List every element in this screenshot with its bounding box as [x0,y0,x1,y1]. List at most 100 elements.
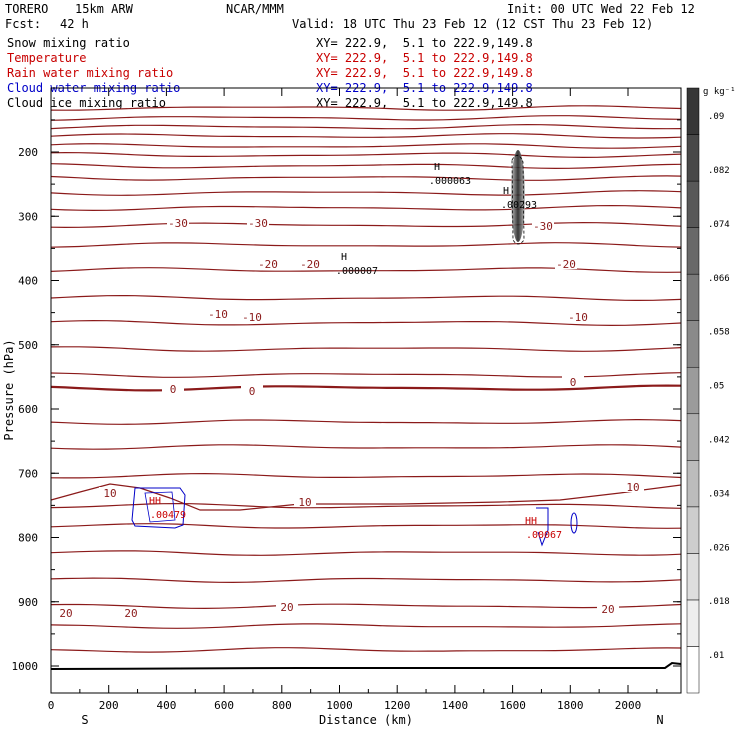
colorbar-unit: g kg⁻¹ [703,87,736,97]
legend-temp-xy: XY= 222.9, 5.1 to 222.9,149.8 [316,51,533,65]
isotherm-line [50,647,682,653]
isotherm-line [50,190,682,196]
terrain-line [50,661,682,670]
valid-time: Valid: 18 UTC Thu 23 Feb 12 (12 CST Thu … [292,17,654,31]
colorbar-tick-label: .05 [708,382,724,392]
temp-label-bg [567,311,589,322]
temperature-label: -30 [248,217,268,230]
isotherm-line [50,523,682,529]
temperature-label: -30 [533,220,553,233]
colorbar-tick-label: .018 [708,597,730,607]
isotherm-line [50,204,682,212]
colorbar-tick-label: .042 [708,435,730,445]
forecast-hour: 42 h [60,17,89,31]
temperature-label: -20 [258,258,278,271]
colorbar-segment [686,460,700,508]
y-tick-label: 800 [18,532,38,545]
x-tick-label: 400 [156,699,176,712]
temp-label-bg [55,607,77,618]
extremum-value: .000007 [336,266,378,277]
temp-label-bg [299,258,321,269]
temp-label-bg [99,487,121,498]
x-tick-label: 1000 [326,699,353,712]
temp-label-bg [555,258,577,269]
temp-label-bg [162,383,184,394]
legend-cloudice-xy: XY= 222.9, 5.1 to 222.9,149.8 [316,96,533,110]
north-label: N [656,713,663,727]
y-tick-label: 1000 [12,660,39,673]
organization: NCAR/MMM [226,2,284,16]
isotherm-line [50,242,682,248]
cloud-water-contour-2 [536,507,549,547]
cloud-water-contour [131,487,186,529]
temperature-label: -30 [168,217,188,230]
temp-label-bg [241,385,263,396]
legend-rain-xy: XY= 222.9, 5.1 to 222.9,149.8 [316,66,533,80]
colorbar-segment [686,227,700,275]
model-name: TORERO [5,2,49,16]
legend-temp-label: Temperature [7,51,87,65]
isotherm-line [50,175,682,181]
temp-label-bg [597,603,619,614]
isotherm-line [50,133,682,139]
cloud-water-blob [570,512,578,534]
y-tick-label: 300 [18,210,38,223]
colorbar-tick-label: .026 [708,543,730,553]
temp-label-bg [532,220,554,231]
temperature-label: -10 [568,311,588,324]
y-axis-label: Pressure (hPa) [2,339,16,440]
legend-rain-label: Rain water mixing ratio [7,66,174,80]
y-tick-label: 200 [18,146,38,159]
colorbar-segment [686,366,700,415]
extremum-value: .00479 [150,510,186,521]
cloud-ice-contour [511,155,525,245]
extremum-mark: HH [525,516,537,527]
y-tick-label: 500 [18,339,38,352]
colorbar-tick-label: .082 [708,166,730,176]
isotherm-line [50,221,682,229]
y-tick-label: 400 [18,275,38,288]
temperature-label: 20 [59,607,72,620]
isotherm-line [50,603,682,610]
x-tick-label: 1400 [442,699,469,712]
y-tick-label: 900 [18,596,38,609]
colorbar-segment [686,134,700,182]
x-tick-label: 600 [214,699,234,712]
x-tick-label: 1200 [384,699,411,712]
y-tick-label: 600 [18,403,38,416]
colorbar-segment [686,599,700,647]
temperature-contours [50,105,682,653]
x-tick-label: 200 [99,699,119,712]
colorbar-segment [686,646,700,694]
colorbar-segment [686,180,700,228]
snow-plume [511,150,525,242]
isotherm-line [50,346,682,352]
colorbar-segment [686,320,700,368]
extremum-mark: HH [149,496,161,507]
south-label: S [81,713,88,727]
x-tick-label: 1800 [557,699,584,712]
temp-label-bg [247,217,269,228]
colorbar-tick-label: .01 [708,651,724,661]
isotherm-line [50,372,682,378]
isotherm-line [50,143,682,149]
x-axis-label: Distance (km) [319,713,413,727]
temp-label-bg [276,601,298,612]
isotherm-line [50,444,682,450]
isotherm-line [50,115,682,121]
colorbar-segment [686,87,700,135]
temp-label-bg [120,607,142,618]
extremum-mark: H [503,186,509,197]
temp-label-bg [241,311,263,322]
isotherm-line [50,123,682,130]
colorbar-tick-label: .066 [708,274,730,284]
extremum-value: .00293 [501,200,537,211]
temp-label-bg [294,496,316,507]
colorbar-tick-label: .09 [708,112,724,122]
temperature-label: 10 [103,487,116,500]
legend-snow-label: Snow mixing ratio [7,36,130,50]
isotherm-line [50,418,682,425]
temp-label-bg [562,376,584,387]
temp-label-bg [257,258,279,269]
